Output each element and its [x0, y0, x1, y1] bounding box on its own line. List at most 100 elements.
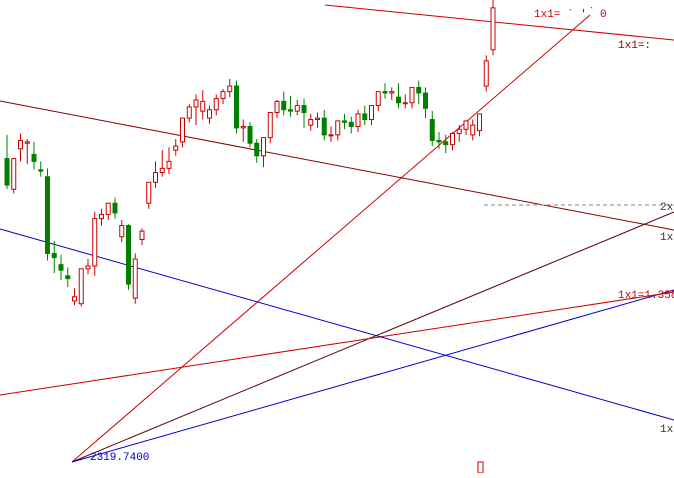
candle [477, 113, 482, 137]
candle-body [11, 158, 17, 190]
gann-line-1x1-steep [71, 14, 591, 463]
candle-body [132, 258, 138, 299]
candles-layer [4, 0, 496, 307]
candle-body [247, 125, 253, 144]
candle [294, 99, 300, 116]
candle [389, 87, 395, 100]
candle [99, 208, 104, 226]
candle-body [227, 85, 233, 93]
candle [51, 240, 57, 273]
candle-body [456, 128, 462, 134]
candle [31, 141, 37, 170]
candle-body [58, 264, 64, 271]
candle [308, 113, 314, 131]
candle-body [159, 167, 165, 174]
candle [288, 95, 293, 117]
candle [301, 98, 307, 128]
candle-body [166, 160, 172, 169]
candle-body [423, 92, 428, 109]
candle [254, 139, 260, 163]
candle-body [396, 96, 401, 104]
candle-body [240, 125, 246, 129]
candle-body [119, 225, 125, 238]
candle [456, 125, 462, 142]
candle [105, 202, 111, 220]
candle [240, 119, 246, 142]
right-gann-label-2x: 2x [660, 202, 674, 214]
candle-body [92, 218, 98, 267]
gann-line-blue-down [0, 228, 674, 421]
candle-body [402, 102, 408, 105]
candle [261, 137, 266, 167]
candle [355, 109, 361, 133]
candle [436, 132, 442, 149]
candle-body [85, 265, 91, 270]
candle-body [328, 134, 334, 137]
candle [193, 94, 199, 126]
candle-body [126, 225, 131, 285]
candle-body [213, 98, 219, 111]
candle [166, 147, 172, 174]
candle-body [4, 158, 10, 186]
candle-body [38, 169, 44, 172]
gann-line-1x1-b [0, 291, 674, 396]
candle-body [288, 109, 293, 112]
candle [281, 91, 287, 116]
candle [24, 139, 30, 165]
candle [490, 0, 496, 56]
candle [85, 259, 91, 275]
candle [132, 253, 138, 304]
candle [72, 288, 77, 306]
candle [416, 80, 422, 105]
candle [159, 150, 165, 177]
candle [429, 111, 435, 147]
candle [443, 134, 449, 153]
labels-layer: 2319.7400 1x1= ` ' ̀ 0 1x1=: 2x 1x 1x1=1… [90, 7, 674, 464]
gann-line-2x1 [71, 211, 674, 463]
candle-body [463, 120, 469, 130]
candle-body [429, 119, 435, 141]
candle-body [65, 275, 71, 280]
candle-body [220, 91, 226, 100]
candle-partial [477, 461, 484, 474]
candle [146, 181, 152, 209]
candle [180, 117, 185, 148]
candle [38, 161, 44, 177]
candle [382, 83, 388, 99]
candle-body [355, 113, 361, 127]
top-gann-label-2: 1x1=: [618, 40, 651, 52]
candle-body [483, 60, 489, 87]
candle-body [207, 109, 212, 119]
candle-body [375, 91, 381, 107]
candle-body [180, 117, 185, 143]
candle-body [139, 230, 145, 241]
candle-body [78, 268, 84, 305]
candle-body [443, 141, 449, 146]
right-gann-label-1x1: 1x1=1.358 [618, 290, 674, 302]
gann-lines-layer [0, 4, 674, 474]
candle-body [112, 202, 118, 214]
candle-body [234, 85, 239, 129]
candle-body [477, 113, 482, 132]
right-gann-label-1x-b: 1x [660, 424, 674, 436]
candle [92, 211, 98, 276]
candle-body [24, 141, 30, 144]
candle-body [31, 153, 37, 162]
candle-body [45, 176, 50, 254]
candle-body [315, 117, 320, 121]
anchor-low-label: 2319.7400 [90, 452, 149, 464]
candle-body [146, 181, 152, 204]
candle-body [342, 120, 347, 123]
candle [483, 55, 489, 92]
candle-body [267, 112, 273, 139]
candle-body [274, 100, 280, 114]
candle [200, 90, 206, 120]
candle [207, 105, 212, 124]
candle [328, 126, 334, 142]
candle-body [308, 119, 314, 126]
candle [65, 267, 71, 287]
candle-body [436, 139, 442, 143]
candle-body [382, 91, 388, 94]
candle-body [254, 142, 260, 157]
